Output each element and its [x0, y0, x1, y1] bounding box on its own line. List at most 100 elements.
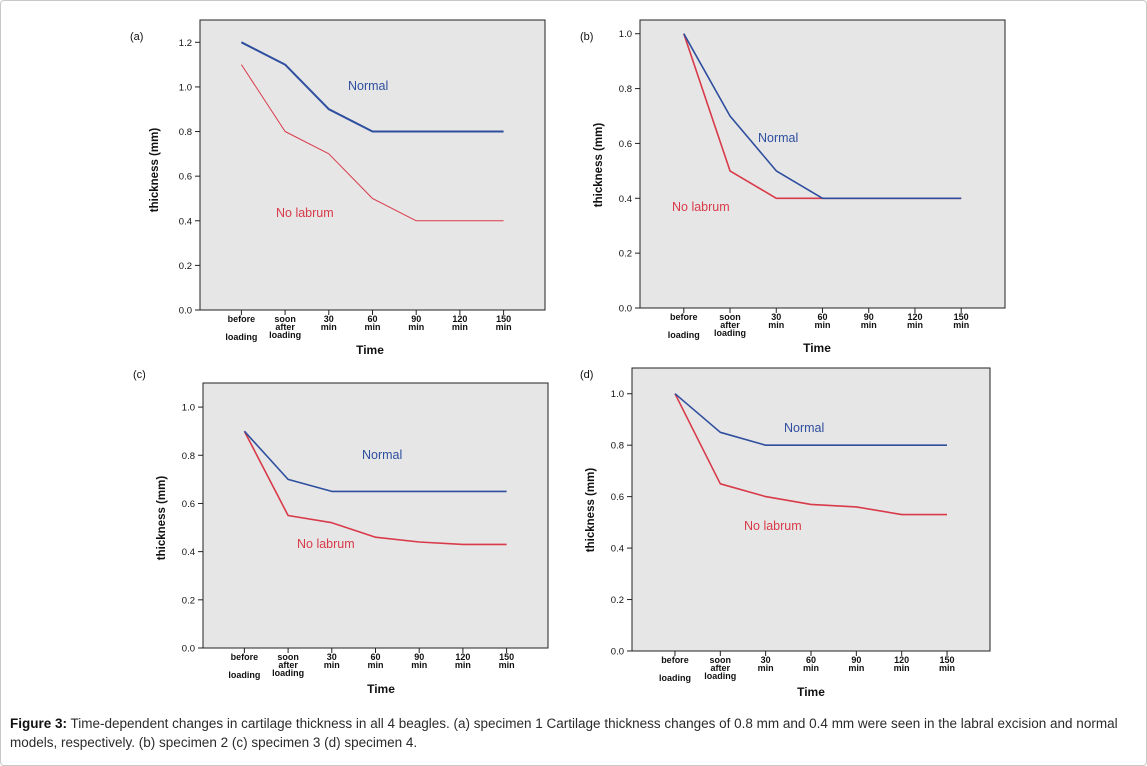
x-tick-label-line: min: [496, 322, 512, 332]
series-label-normal: Normal: [362, 448, 402, 462]
y-tick-label: 0.4: [619, 194, 632, 205]
plot-area: [631, 367, 991, 652]
y-axis-title: thickness (mm): [149, 128, 161, 213]
panel-label: (a): [130, 31, 143, 43]
x-tick-label-line: 60: [806, 655, 816, 665]
x-tick-label-line: min: [367, 660, 383, 670]
x-tick-label: before loading: [228, 652, 260, 680]
y-tick-label: 0.0: [619, 304, 632, 315]
y-tick-label: 0.8: [182, 451, 195, 462]
x-tick-label-line: soon: [274, 314, 296, 324]
x-tick-label-line: 120: [452, 314, 467, 324]
y-tick-label: 0.0: [182, 644, 195, 655]
x-tick-label-line: min: [499, 660, 515, 670]
series-line-no-labrum: [240, 64, 504, 222]
plot-area: [199, 19, 546, 311]
x-tick-label-line: 30: [771, 312, 781, 322]
y-tick-label: 0.2: [179, 261, 192, 272]
x-tick-label-line: min: [861, 320, 877, 330]
x-tick-label-line: 90: [414, 652, 424, 662]
x-tick-label: soon after loading: [704, 655, 736, 681]
y-tick-label: 0.8: [619, 84, 632, 95]
x-tick-label-line: after: [711, 663, 731, 673]
x-tick-label-line: min: [803, 663, 819, 673]
x-tick-label: 90 min: [848, 655, 864, 673]
x-tick-label-line: 90: [851, 655, 861, 665]
y-tick-label: 0.8: [179, 127, 192, 138]
y-tick-label: 1.2: [179, 38, 192, 49]
x-tick-label: 120 min: [894, 655, 910, 673]
x-tick-label-line: 120: [894, 655, 909, 665]
x-tick-label: soon after loading: [272, 652, 304, 678]
y-axis-title: thickness (mm): [156, 476, 168, 561]
y-tick-label: 0.4: [179, 216, 192, 227]
x-axis-title: Time: [356, 343, 384, 357]
x-tick-label: 150 min: [939, 655, 955, 673]
x-axis-title: Time: [803, 341, 831, 355]
x-tick-label-line: min: [953, 320, 969, 330]
x-tick-label-line: 60: [370, 652, 380, 662]
x-tick-label-line: 60: [817, 312, 827, 322]
x-tick-label-line: min: [894, 663, 910, 673]
x-tick-label: before loading: [225, 314, 257, 342]
x-tick-label-line: loading: [225, 332, 257, 342]
y-tick-label: 1.0: [619, 29, 632, 40]
y-tick-label: 0.2: [182, 595, 195, 606]
x-tick-label-line: 30: [761, 655, 771, 665]
series-line-normal: [674, 393, 947, 447]
x-tick-label: 120 min: [452, 314, 468, 332]
series-line-no-labrum: [674, 393, 947, 516]
panel-label: (d): [580, 369, 593, 381]
y-tick-label: 1.0: [182, 403, 195, 414]
series-label-no-labrum: No labrum: [744, 519, 802, 533]
x-tick-label-line: before: [228, 314, 256, 324]
x-tick-label: before loading: [659, 655, 691, 683]
series-label-normal: Normal: [348, 79, 388, 93]
x-tick-label-line: 120: [455, 652, 470, 662]
x-tick-label-line: min: [455, 660, 471, 670]
y-tick-label: 0.0: [611, 647, 624, 658]
plot-area: [202, 382, 549, 649]
x-tick-label: 90 min: [861, 312, 877, 330]
y-tick-label: 0.2: [611, 595, 624, 606]
y-tick-label: 0.6: [619, 139, 632, 150]
x-tick-label-line: loading: [704, 671, 736, 681]
x-tick-label-line: 90: [864, 312, 874, 322]
y-tick-label: 0.8: [611, 441, 624, 452]
x-tick-label: before loading: [668, 312, 700, 340]
x-tick-label-line: loading: [272, 668, 304, 678]
x-tick-label-line: after: [278, 660, 298, 670]
x-tick-label-line: 150: [496, 314, 511, 324]
x-axis-title: Time: [797, 685, 825, 699]
x-tick-label: soon after loading: [714, 312, 746, 338]
x-tick-label-line: before: [661, 655, 689, 665]
x-tick-label-line: loading: [714, 328, 746, 338]
x-tick-label: 30 min: [321, 314, 337, 332]
x-tick-label: 90 min: [408, 314, 424, 332]
x-tick-label-line: min: [758, 663, 774, 673]
x-tick-label: 60 min: [364, 314, 380, 332]
x-tick-label: soon after loading: [269, 314, 301, 340]
y-axis-title: thickness (mm): [585, 468, 597, 553]
x-tick-label: 150 min: [499, 652, 515, 670]
plot-area: [639, 19, 1006, 309]
x-tick-label-line: min: [321, 322, 337, 332]
x-tick-label-line: after: [275, 322, 295, 332]
x-tick-label-line: 150: [940, 655, 955, 665]
y-tick-label: 0.4: [611, 544, 624, 555]
x-tick-label-line: min: [907, 320, 923, 330]
x-tick-label-line: loading: [228, 670, 260, 680]
x-tick-label: 30 min: [324, 652, 340, 670]
series-line-normal: [683, 33, 962, 200]
x-tick-label: 90 min: [411, 652, 427, 670]
x-tick-label-line: 60: [367, 314, 377, 324]
panel-label: (b): [580, 31, 593, 43]
x-tick-label-line: soon: [710, 655, 732, 665]
x-tick-label-line: soon: [277, 652, 299, 662]
x-tick-label-line: min: [814, 320, 830, 330]
x-tick-label: 60 min: [814, 312, 830, 330]
